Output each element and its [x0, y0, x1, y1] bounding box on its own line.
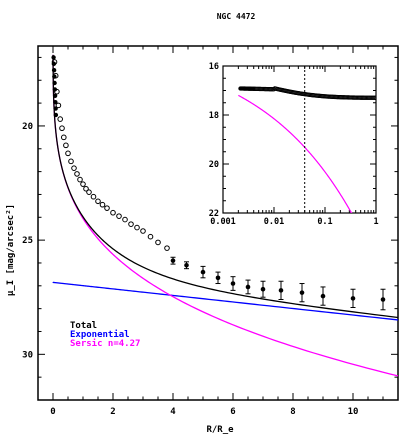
y-tick-label: 25	[22, 236, 33, 246]
data-point-with-error	[380, 297, 386, 302]
data-point	[86, 189, 92, 195]
data-point	[164, 245, 170, 251]
inset-x-tick-label: 0.1	[317, 217, 332, 227]
data-point	[68, 158, 74, 165]
inset-y-tick-label: 16	[209, 62, 219, 72]
inset-y-tick-label: 22	[209, 209, 219, 219]
data-point-with-error	[184, 262, 189, 268]
data-point	[99, 201, 106, 208]
data-point	[52, 80, 57, 86]
data-point	[52, 87, 58, 92]
x-tick-label: 0	[50, 407, 55, 417]
data-point-with-error	[299, 290, 305, 295]
data-point	[80, 181, 86, 187]
model-curves	[52, 54, 398, 377]
data-point	[83, 185, 89, 192]
inset-content: 0.001 0.01 0.1 1 16 18 20 22	[209, 62, 379, 227]
data-point	[122, 216, 128, 223]
data-point	[116, 213, 122, 219]
legend-total: Total	[70, 321, 97, 331]
x-tick-label: 4	[170, 407, 176, 417]
main-axes-ticks: 0 2 4 6 8 10 20 25 30	[22, 46, 398, 417]
y-tick-label: 30	[22, 350, 33, 360]
x-axis-label: R/R_e	[206, 425, 234, 435]
x-tick-label: 6	[230, 407, 235, 417]
x-tick-label: 10	[348, 407, 359, 417]
data-point	[128, 221, 134, 227]
data-point-with-error	[260, 286, 266, 292]
data-point	[52, 72, 59, 79]
data-point	[65, 150, 71, 157]
y-tick-label: 20	[22, 122, 33, 132]
chart-title: NGC 4472	[217, 12, 256, 21]
data-point-with-error	[320, 293, 326, 299]
inset-data-point	[373, 95, 376, 100]
data-point	[51, 68, 57, 73]
data-point	[90, 193, 97, 200]
data-point	[71, 165, 77, 171]
data-point	[110, 209, 116, 216]
inset-marks	[238, 66, 376, 213]
data-point	[53, 112, 59, 118]
data-point-with-error	[215, 275, 221, 281]
data-point-with-error	[278, 288, 284, 293]
total-curve	[52, 54, 398, 319]
legend-exponential: Exponential	[70, 329, 130, 340]
data-point-with-error	[200, 269, 206, 275]
data-point	[63, 142, 69, 149]
data-point	[134, 224, 140, 231]
data-point	[74, 171, 80, 177]
data-point-with-error	[350, 296, 356, 301]
inset-y-tick-label: 18	[209, 111, 219, 121]
data-point	[155, 239, 161, 246]
x-tick-label: 2	[110, 407, 115, 417]
data-point	[59, 125, 65, 132]
legend: Total Exponential Sersic n=4.27	[70, 321, 140, 349]
data-point	[77, 176, 83, 183]
data-point	[95, 198, 101, 205]
inset-x-tick-label: 0.01	[264, 217, 284, 227]
legend-sersic: Sersic n=4.27	[70, 338, 140, 349]
data-point-with-error	[230, 281, 236, 286]
inset-plot: 0.001 0.01 0.1 1 16 18 20 22	[209, 62, 379, 227]
x-tick-label: 8	[290, 407, 295, 417]
data-point	[61, 134, 67, 141]
inset-x-tick-label: 0.001	[210, 217, 236, 227]
data-point	[54, 88, 60, 95]
data-point	[147, 233, 154, 240]
data-point	[57, 116, 64, 122]
data-point-with-error	[170, 258, 176, 263]
data-point	[52, 93, 58, 98]
inset-sersic-curve	[238, 94, 353, 213]
data-points	[51, 55, 386, 311]
data-point	[53, 99, 58, 105]
y-axis-label: μ_I [mag/arcsec²]	[6, 204, 16, 296]
data-point	[51, 59, 58, 65]
data-point	[140, 228, 146, 234]
exponential-curve	[52, 281, 398, 321]
data-point-with-error	[245, 284, 251, 290]
inset-y-tick-label: 20	[209, 160, 219, 170]
data-point	[51, 55, 56, 60]
data-point	[104, 205, 110, 211]
data-point	[55, 102, 62, 109]
inset-x-tick-label: 1	[373, 217, 378, 227]
